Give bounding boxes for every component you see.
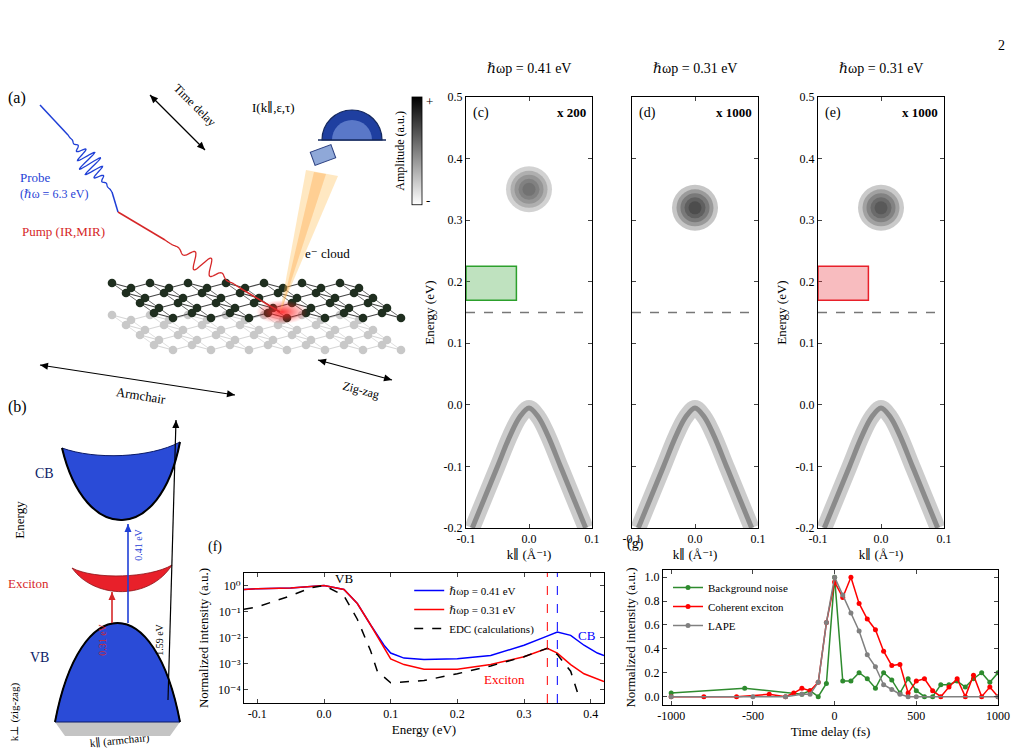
svg-text:0.1: 0.1 [448,336,463,350]
svg-text:k⊥ (zig-zag): k⊥ (zig-zag) [8,683,21,742]
svg-text:0.1: 0.1 [751,532,766,546]
svg-text:CB: CB [35,466,54,481]
svg-text:k∥ (Å⁻¹): k∥ (Å⁻¹) [859,547,904,562]
svg-text:0.0: 0.0 [317,707,332,721]
svg-text:0.3: 0.3 [448,213,463,227]
svg-text:ℏωp = 0.31 eV: ℏωp = 0.31 eV [653,61,737,76]
svg-text:0.2: 0.2 [800,275,815,289]
svg-text:k∥ (armchair): k∥ (armchair) [89,731,150,750]
svg-text:ℏωp = 0.31 eV: ℏωp = 0.31 eV [839,61,923,76]
svg-text:0.0: 0.0 [645,690,660,704]
svg-text:(c): (c) [473,105,489,121]
svg-text:-0.1: -0.1 [809,532,828,546]
svg-text:0.0: 0.0 [874,532,889,546]
svg-text:Energy (eV): Energy (eV) [392,722,456,737]
svg-text:Pump (IR,MIR): Pump (IR,MIR) [22,224,105,239]
svg-text:0.4: 0.4 [583,707,598,721]
svg-text:-0.1: -0.1 [444,460,463,474]
svg-text:Amplitude (a.u.): Amplitude (a.u.) [393,111,407,191]
svg-text:0.4: 0.4 [800,152,815,166]
svg-text:0.0: 0.0 [448,398,463,412]
svg-text:0.6: 0.6 [645,618,660,632]
svg-text:Coherent exciton: Coherent exciton [708,601,784,613]
svg-text:Time delay (fs): Time delay (fs) [791,724,871,739]
svg-text:ℏωp = 0.41 eV: ℏωp = 0.41 eV [449,585,515,597]
svg-text:0.4: 0.4 [448,152,463,166]
svg-text:-0.2: -0.2 [444,521,463,535]
svg-text:(a): (a) [8,89,26,107]
svg-text:VB: VB [30,650,49,665]
svg-text:EDC (calculations): EDC (calculations) [449,623,534,636]
svg-text:(b): (b) [8,398,27,416]
svg-text:0.5: 0.5 [448,90,463,104]
svg-text:0.31 eV: 0.31 eV [97,623,108,655]
svg-text:0.5: 0.5 [800,90,815,104]
svg-text:-500: -500 [742,709,764,723]
svg-text:ℏωp = 0.31 eV: ℏωp = 0.31 eV [449,604,515,616]
svg-text:0.0: 0.0 [800,398,815,412]
svg-text:0.1: 0.1 [585,532,600,546]
svg-text:10⁻⁴: 10⁻⁴ [218,683,241,697]
svg-text:Energy (eV): Energy (eV) [422,280,437,344]
svg-text:0.3: 0.3 [800,213,815,227]
svg-text:LAPE: LAPE [708,620,736,632]
svg-text:Exciton: Exciton [484,672,525,687]
svg-text:0.3: 0.3 [517,707,532,721]
svg-text:10⁻³: 10⁻³ [219,657,241,671]
svg-text:Normalized intensity (a.u.): Normalized intensity (a.u.) [196,568,211,708]
svg-text:(g): (g) [627,536,644,552]
svg-text:VB: VB [335,571,353,586]
svg-text:Time delay: Time delay [171,81,219,129]
svg-text:0: 0 [832,709,838,723]
svg-text:ℏωp = 0.41 eV: ℏωp = 0.41 eV [487,61,571,76]
svg-text:Zig-zag: Zig-zag [341,379,381,402]
svg-text:10⁰: 10⁰ [224,579,241,593]
svg-text:0.2: 0.2 [450,707,465,721]
svg-text:Background noise: Background noise [708,582,788,594]
svg-text:-0.1: -0.1 [796,460,815,474]
svg-text:1.59 eV: 1.59 eV [154,623,165,655]
svg-text:0.4: 0.4 [645,642,660,656]
svg-text:(e): (e) [825,105,841,121]
svg-text:I(k∥,ε,τ): I(k∥,ε,τ) [252,100,295,115]
svg-text:k∥ (Å⁻¹): k∥ (Å⁻¹) [507,547,552,562]
svg-text:Energy (eV): Energy (eV) [774,280,789,344]
svg-text:0.1: 0.1 [383,707,398,721]
svg-text:10⁻¹: 10⁻¹ [219,605,241,619]
svg-text:0.0: 0.0 [688,532,703,546]
svg-text:0.1: 0.1 [800,336,815,350]
svg-text:0.2: 0.2 [645,666,660,680]
svg-text:0.0: 0.0 [522,532,537,546]
svg-text:Energy: Energy [12,501,27,539]
svg-text:-0.1: -0.1 [623,532,642,546]
svg-text:+: + [426,94,433,109]
svg-text:(d): (d) [639,105,656,121]
svg-text:-0.1: -0.1 [248,707,267,721]
svg-text:x 200: x 200 [557,105,586,120]
svg-text:x 1000: x 1000 [716,105,752,120]
svg-text:-1000: -1000 [657,709,685,723]
svg-text:0.8: 0.8 [645,594,660,608]
svg-text:x 1000: x 1000 [902,105,938,120]
svg-text:1000: 1000 [986,709,1010,723]
svg-text:k∥ (Å⁻¹): k∥ (Å⁻¹) [673,547,718,562]
svg-text:(f): (f) [208,539,222,555]
svg-text:0.41 eV: 0.41 eV [133,528,144,560]
svg-text:-0.1: -0.1 [457,532,476,546]
svg-text:-0.2: -0.2 [796,521,815,535]
svg-text:1.0: 1.0 [645,570,660,584]
svg-text:Armchair: Armchair [115,384,167,407]
svg-text:10⁻²: 10⁻² [219,631,241,645]
svg-text:-: - [426,193,430,208]
svg-text:Exciton: Exciton [8,576,49,591]
svg-text:e⁻ cloud: e⁻ cloud [305,246,350,261]
svg-text:2: 2 [998,38,1005,53]
svg-text:500: 500 [907,709,925,723]
svg-text:(ℏω = 6.3 eV): (ℏω = 6.3 eV) [20,187,88,201]
svg-text:CB: CB [578,628,596,643]
svg-text:Probe: Probe [20,170,51,185]
svg-text:Normalized intensity (a.u.): Normalized intensity (a.u.) [623,567,638,707]
svg-text:0.2: 0.2 [448,275,463,289]
svg-text:0.1: 0.1 [937,532,952,546]
